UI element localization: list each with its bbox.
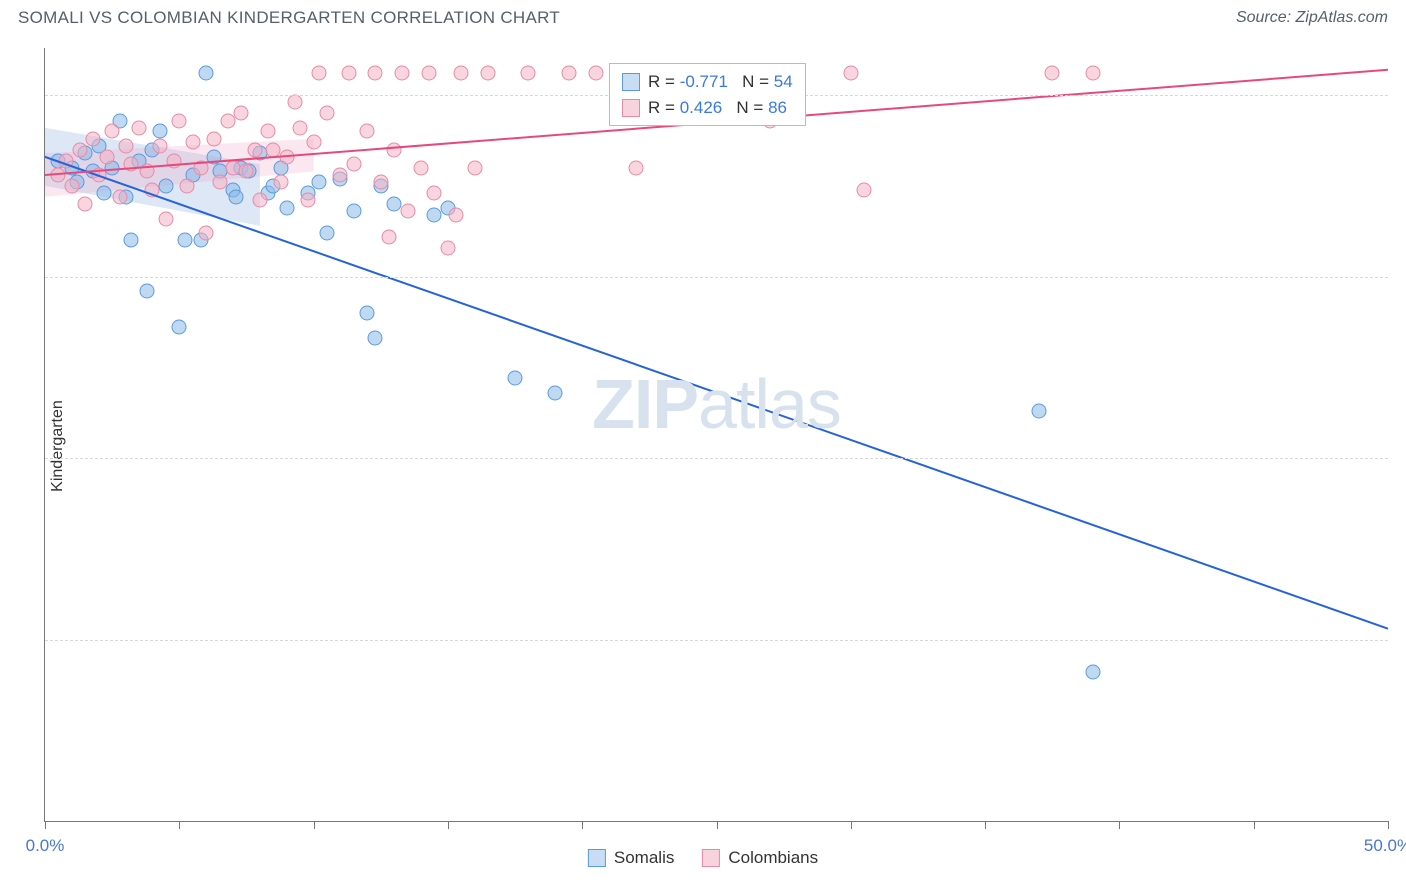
x-tick (582, 821, 583, 829)
legend-swatch (622, 73, 640, 91)
grid-line (45, 640, 1388, 641)
x-tick-label: 0.0% (26, 836, 65, 856)
chart-area: ZIPatlas 85.0%90.0%95.0%100.0%0.0%50.0%R… (44, 48, 1388, 822)
legend-swatch (622, 99, 640, 117)
x-tick (448, 821, 449, 829)
y-tick-label: 85.0% (1398, 630, 1406, 650)
x-tick-label: 50.0% (1364, 836, 1406, 856)
x-tick (1119, 821, 1120, 829)
legend-swatch (702, 849, 720, 867)
legend-label: Colombians (728, 848, 818, 868)
legend-row: R = -0.771 N = 54 (622, 69, 793, 95)
legend-text: R = -0.771 N = 54 (648, 69, 793, 95)
x-tick (985, 821, 986, 829)
x-tick (717, 821, 718, 829)
legend-swatch (588, 849, 606, 867)
plot-area (45, 48, 1388, 821)
y-tick-label: 90.0% (1398, 448, 1406, 468)
bottom-legend-item: Colombians (702, 848, 818, 868)
x-tick (1388, 821, 1389, 829)
stats-legend: R = -0.771 N = 54R = 0.426 N = 86 (609, 63, 806, 126)
y-tick-label: 100.0% (1398, 85, 1406, 105)
trend-overlay (45, 48, 1388, 821)
x-tick (851, 821, 852, 829)
trend-line (45, 157, 1388, 629)
bottom-legend: Somalis Colombians (588, 848, 818, 868)
grid-line (45, 277, 1388, 278)
grid-line (45, 458, 1388, 459)
x-tick (179, 821, 180, 829)
legend-label: Somalis (614, 848, 674, 868)
chart-title: SOMALI VS COLOMBIAN KINDERGARTEN CORRELA… (18, 8, 560, 28)
x-tick (45, 821, 46, 829)
legend-row: R = 0.426 N = 86 (622, 95, 793, 121)
bottom-legend-item: Somalis (588, 848, 674, 868)
y-tick-label: 95.0% (1398, 267, 1406, 287)
x-tick (314, 821, 315, 829)
source-label: Source: ZipAtlas.com (1236, 9, 1388, 27)
x-tick (1254, 821, 1255, 829)
legend-text: R = 0.426 N = 86 (648, 95, 787, 121)
